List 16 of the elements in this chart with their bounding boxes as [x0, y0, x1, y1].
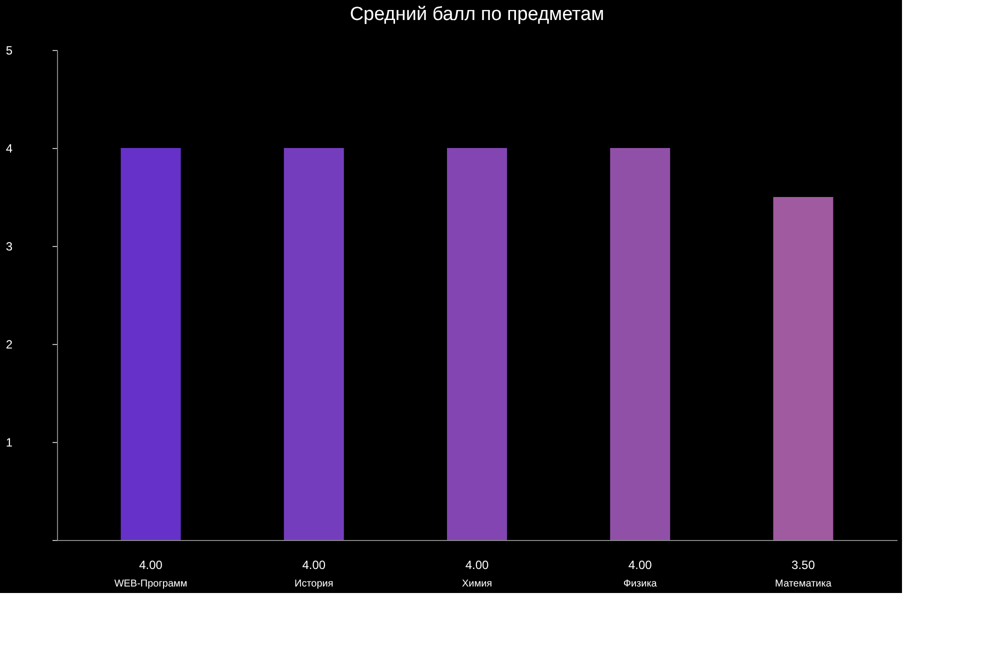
data-label: 4.00 — [465, 558, 489, 572]
x-tick-label: Химия — [462, 578, 492, 590]
x-tick-label: WEB-Программ — [114, 578, 188, 590]
y-tick-label: 5 — [6, 44, 13, 58]
chart-title: Средний балл по предметам — [350, 4, 604, 25]
data-label: 4.00 — [302, 558, 326, 572]
x-tick-label: Физика — [623, 578, 658, 590]
x-tick-label: Математика — [775, 578, 832, 590]
data-label: 4.00 — [628, 558, 652, 572]
y-tick-label: 4 — [6, 142, 13, 156]
data-label: 4.00 — [139, 558, 163, 572]
y-tick-label: 3 — [6, 240, 13, 254]
data-label: 3.50 — [792, 558, 816, 572]
y-tick-label: 2 — [6, 338, 13, 352]
x-tick-label: История — [294, 578, 334, 590]
y-tick-label: 1 — [6, 436, 13, 450]
